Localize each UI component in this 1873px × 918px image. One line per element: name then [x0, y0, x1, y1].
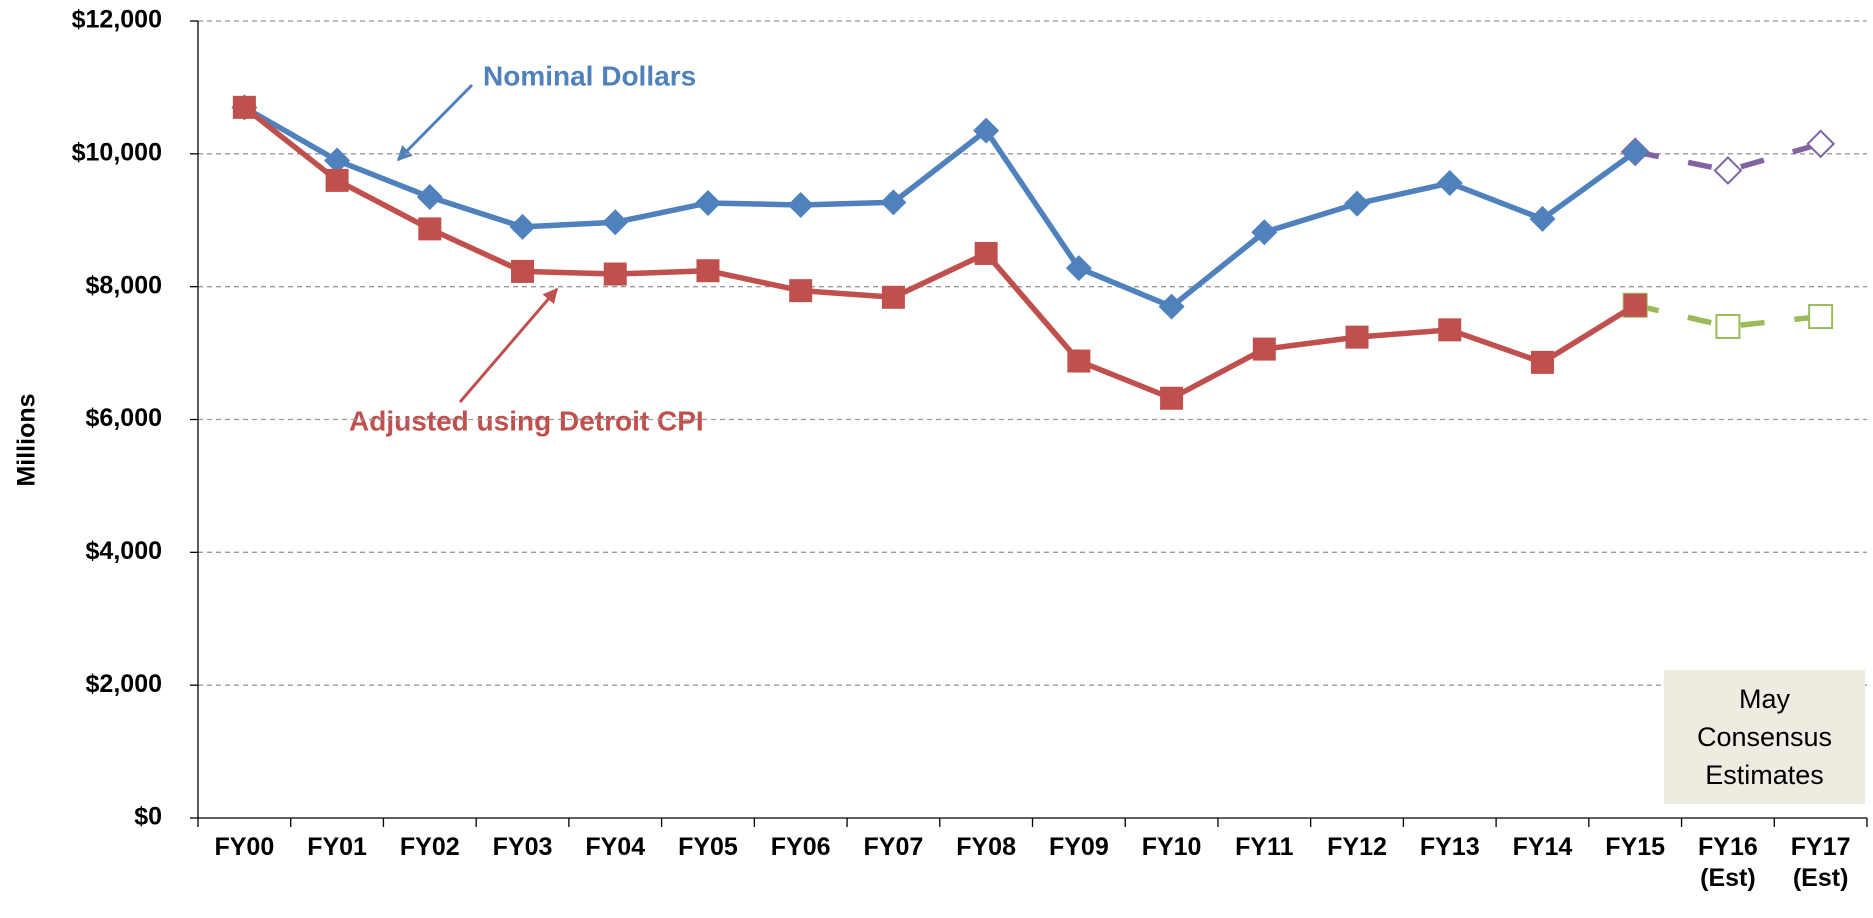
x-tick-label: FY15	[1605, 833, 1666, 861]
x-tick-label: FY04	[585, 833, 646, 861]
y-tick-label: $4,000	[86, 537, 162, 565]
x-tick-label: FY05	[678, 833, 738, 861]
y-tick-label: $8,000	[86, 271, 162, 299]
data-point	[1713, 156, 1743, 185]
x-tick-label: FY06	[770, 833, 831, 861]
data-point	[1530, 350, 1554, 374]
data-point	[1806, 129, 1836, 159]
x-tick-label: FY16 (Est)	[1698, 833, 1758, 892]
annotation-arrow	[396, 83, 474, 162]
x-tick-label: FY08	[956, 833, 1016, 861]
data-point	[789, 279, 813, 303]
data-point	[974, 241, 998, 265]
data-point	[511, 259, 535, 283]
y-tick-label: $2,000	[86, 670, 162, 698]
series-line	[242, 104, 1637, 310]
data-point	[1067, 349, 1091, 373]
y-axis-label: Millions	[13, 393, 41, 486]
data-point	[1344, 190, 1371, 217]
data-point	[1158, 293, 1185, 320]
data-point	[232, 95, 256, 119]
x-tick-label: FY12	[1327, 833, 1387, 861]
data-point	[1622, 138, 1649, 165]
data-point	[1808, 304, 1834, 330]
y-tick-label: $6,000	[86, 404, 162, 432]
data-point	[1252, 337, 1276, 361]
data-point	[418, 217, 442, 241]
data-point	[880, 189, 907, 216]
estimates-note: May Consensus Estimates	[1664, 670, 1865, 804]
data-point	[416, 184, 443, 211]
data-point	[325, 168, 349, 192]
series-label: Adjusted using Detroit CPI	[349, 405, 704, 436]
x-tick-label: FY03	[492, 833, 553, 861]
x-tick-label: FY10	[1141, 833, 1202, 861]
data-point	[1623, 293, 1647, 317]
data-point	[324, 147, 351, 174]
data-point	[1345, 325, 1369, 349]
x-tick-label: FY09	[1048, 833, 1109, 861]
data-point	[694, 189, 721, 216]
data-point	[1251, 219, 1278, 246]
y-tick-label: $0	[134, 803, 162, 831]
x-tick-label: FY01	[307, 833, 367, 861]
x-tick-label: FY02	[399, 833, 460, 861]
x-tick-label: FY13	[1419, 833, 1480, 861]
data-point	[881, 285, 905, 309]
data-point	[1529, 205, 1556, 232]
data-point	[973, 117, 1000, 144]
data-point	[1065, 255, 1092, 282]
x-tick-label: FY14	[1512, 833, 1573, 861]
x-tick-label: FY00	[214, 833, 275, 861]
data-point	[787, 191, 814, 218]
y-tick-label: $10,000	[72, 138, 162, 166]
annotation-arrow	[458, 287, 559, 403]
data-point	[1160, 386, 1184, 410]
data-point	[603, 262, 627, 286]
series-line	[242, 105, 1637, 401]
data-point	[1715, 314, 1741, 340]
data-point	[1436, 170, 1463, 197]
data-point	[509, 213, 536, 240]
data-point	[602, 209, 629, 236]
y-tick-label: $12,000	[72, 6, 162, 34]
x-tick-label: FY11	[1235, 833, 1294, 861]
series-label: Nominal Dollars	[483, 60, 696, 91]
x-tick-label: FY07	[863, 833, 924, 861]
x-tick-label: FY17 (Est)	[1790, 833, 1851, 892]
data-point	[1438, 318, 1462, 342]
data-point	[696, 259, 720, 283]
